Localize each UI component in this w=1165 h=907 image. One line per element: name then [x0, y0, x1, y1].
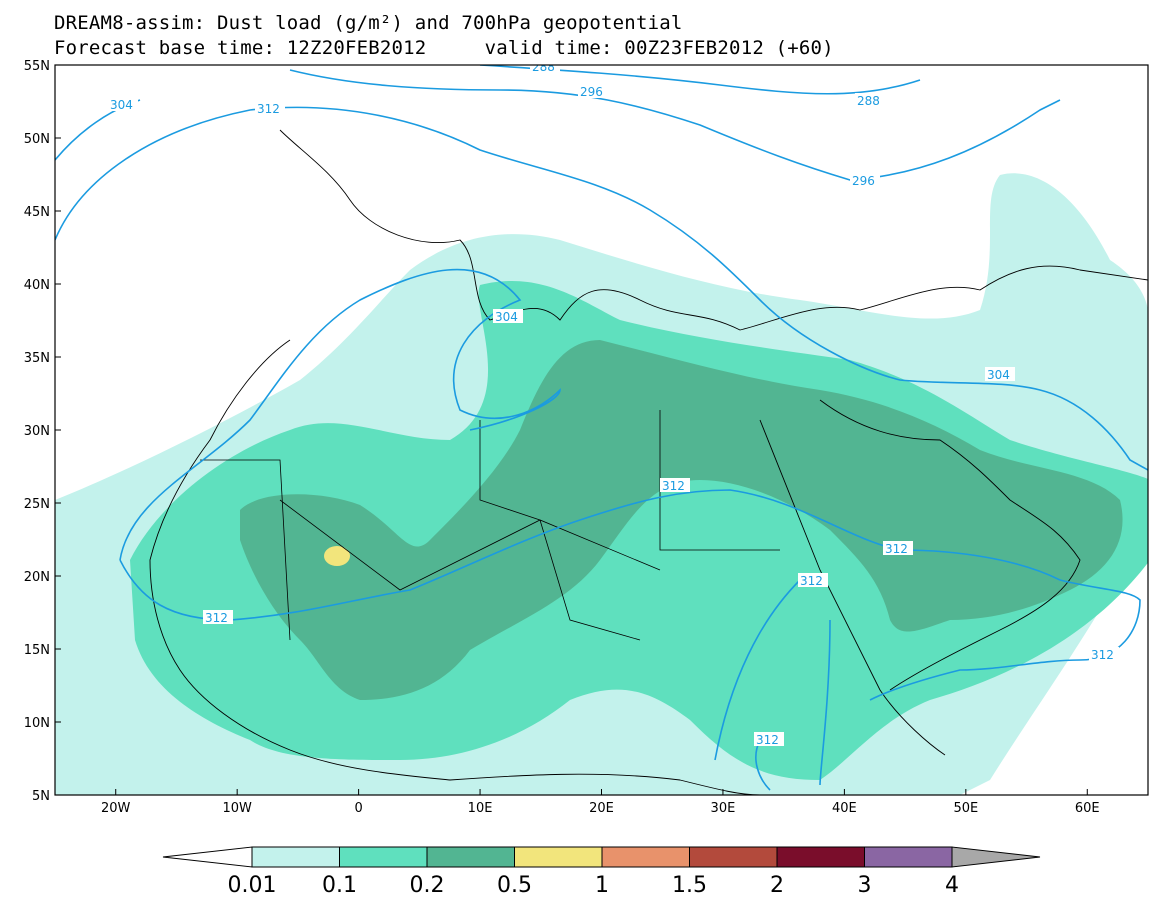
contour-296	[289, 69, 1061, 181]
lon-label: 10W	[222, 801, 252, 816]
lon-axis: 20W 10W 0 10E 20E 30E 40E 50E 60E	[101, 789, 1100, 816]
colorbar: 0.01 0.1 0.2 0.5 1 1.5 2 3 4	[162, 846, 1041, 898]
contour-label: 288	[532, 60, 555, 74]
contour-312-west	[119, 268, 561, 561]
lat-label: 35N	[24, 351, 50, 366]
lat-label: 55N	[24, 59, 50, 74]
lon-label: 50E	[953, 801, 978, 816]
colorbar-swatch	[251, 846, 340, 868]
contour-label: 296	[852, 174, 875, 188]
contour-312-main	[119, 489, 1141, 701]
colorbar-left-arrow	[162, 846, 253, 868]
lat-label: 30N	[24, 424, 50, 439]
contour-label: 296	[580, 85, 603, 99]
colorbar-right-arrow	[951, 846, 1041, 868]
colorbar-swatch	[689, 846, 778, 868]
colorbar-swatch	[339, 846, 428, 868]
lat-label: 25N	[24, 497, 50, 512]
colorbar-label: 3	[858, 873, 872, 898]
contour-label: 312	[756, 733, 779, 747]
colorbar-label: 0.1	[322, 873, 357, 898]
contour-label: 312	[205, 611, 228, 625]
colorbar-label: 4	[945, 873, 959, 898]
lon-label: 40E	[832, 801, 857, 816]
contour-304	[55, 106, 1148, 471]
contour-label: 288	[857, 94, 880, 108]
map-title: DREAM8-assim: Dust load (g/m²) and 700hP…	[54, 12, 683, 34]
lat-label: 5N	[32, 789, 50, 804]
colorbar-swatch	[601, 846, 690, 868]
colorbar-label: 0.2	[410, 873, 445, 898]
lat-label: 15N	[24, 643, 50, 658]
lon-label: 60E	[1075, 801, 1100, 816]
colorbar-label: 0.5	[497, 873, 532, 898]
borders-sahara	[200, 410, 780, 641]
lat-label: 50N	[24, 132, 50, 147]
colorbar-label: 1.5	[672, 873, 707, 898]
lon-label: 20E	[589, 801, 614, 816]
colorbar-swatch	[426, 846, 515, 868]
lon-label: 10E	[468, 801, 493, 816]
coastline-africa	[149, 339, 761, 795]
colorbar-swatch	[776, 846, 865, 868]
lat-label: 10N	[24, 716, 50, 731]
contour-label: 312	[800, 574, 823, 588]
colorbar-swatch	[864, 846, 953, 868]
colorbar-label: 2	[770, 873, 784, 898]
contour-label-group: 288 296 296 304 304 304 312 312 312 312 …	[108, 60, 1119, 747]
contour-label: 304	[110, 98, 133, 112]
coastline-europe	[279, 129, 1148, 331]
lat-axis: 55N 50N 45N 40N 35N 30N 25N 20N 15N 10N 5N	[24, 59, 61, 804]
colorbar-swatch	[514, 846, 603, 868]
lon-label: 30E	[711, 801, 736, 816]
colorbar-label: 0.01	[228, 873, 277, 898]
coastline-red-sea	[759, 419, 946, 756]
lat-label: 40N	[24, 278, 50, 293]
contour-label: 312	[1091, 648, 1114, 662]
contour-label: 304	[987, 368, 1010, 382]
lon-label: 0	[354, 801, 362, 816]
lon-label: 20W	[101, 801, 131, 816]
contour-label: 312	[885, 542, 908, 556]
contour-label: 312	[662, 479, 685, 493]
colorbar-label: 1	[595, 873, 609, 898]
map-subtitle: Forecast base time: 12Z20FEB2012 valid t…	[54, 37, 834, 59]
lat-label: 45N	[24, 205, 50, 220]
dust-region-0.2	[240, 340, 1123, 700]
contour-label: 304	[495, 310, 518, 324]
coastline-arabia	[819, 399, 1081, 691]
lat-label: 20N	[24, 570, 50, 585]
contour-label: 312	[257, 102, 280, 116]
dust-region-0.5	[324, 546, 350, 566]
